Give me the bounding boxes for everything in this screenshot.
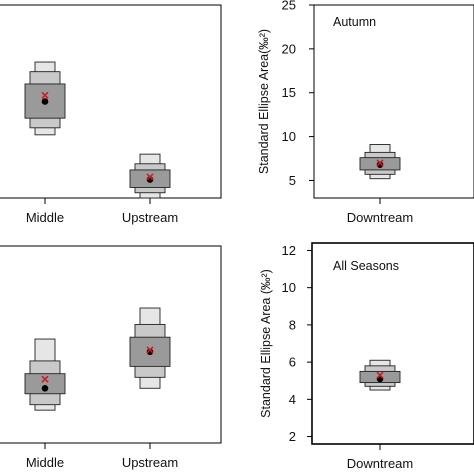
box-ci50-1-0 [24, 83, 66, 119]
panel-frames [0, 4, 474, 450]
y-tick-label-2-0: 5 [289, 173, 296, 188]
x-tick-label-2-0: Downtream [347, 210, 413, 225]
mode-marker-3-0 [41, 375, 49, 383]
x-tick-label-4-0: Downtream [347, 456, 413, 471]
y-tick-label-4-1: 4 [289, 392, 296, 407]
y-tick-label-4-2: 6 [289, 355, 296, 370]
panel-annotation-2: Autumn [333, 15, 376, 29]
mode-marker-2-0 [376, 159, 384, 167]
x-tick-label-1-1: Upstream [122, 210, 178, 225]
mode-marker-1-0 [41, 91, 49, 99]
y-tick-label-2-2: 15 [282, 85, 296, 100]
panel-frame-4 [311, 242, 474, 445]
mode-marker-1-1 [146, 173, 154, 181]
mode-marker-stroke-b [146, 346, 154, 354]
mode-marker-stroke-b [41, 375, 49, 383]
panel-frame-3 [0, 245, 222, 444]
y-axis-label-2: Standard Ellipse Area(‰²) [257, 29, 271, 174]
mode-marker-4-0 [376, 371, 384, 379]
y-tick-label-2-1: 10 [282, 129, 296, 144]
mode-marker-3-1 [146, 346, 154, 354]
mean-point-1-0 [41, 98, 49, 105]
panel-frame-1 [0, 4, 222, 199]
mode-marker-stroke-b [376, 371, 384, 379]
mean-point-3-0 [41, 384, 49, 392]
panel-annotation-4: All Seasons [333, 259, 399, 273]
x-tick-label-1-0: Middle [26, 210, 64, 225]
mode-marker-stroke-b [376, 159, 384, 167]
y-tick-label-4-4: 10 [282, 280, 296, 295]
x-tick-label-3-0: Middle [26, 455, 64, 470]
chart-marks [24, 61, 401, 411]
x-tick-label-3-1: Upstream [122, 455, 178, 470]
chart-text: Middle Upstream 5 10 15 20 25 Standard Ellipse … [26, 0, 413, 471]
mode-marker-stroke-b [146, 173, 154, 181]
y-tick-label-2-3: 20 [282, 41, 296, 56]
mean-point-2-0 [376, 161, 384, 168]
mode-marker-stroke-b [41, 91, 49, 99]
y-axis-label-4: Standard Ellipse Area (‰²) [259, 269, 273, 418]
y-tick-label-4-0: 2 [289, 429, 296, 444]
y-tick-label-4-5: 12 [282, 243, 296, 258]
mean-point-3-1 [146, 348, 154, 356]
y-tick-label-4-3: 8 [289, 317, 296, 332]
y-tick-label-2-4: 25 [282, 0, 296, 13]
box-ci50-3-0 [24, 373, 66, 395]
panel-frame-2 [313, 4, 474, 199]
